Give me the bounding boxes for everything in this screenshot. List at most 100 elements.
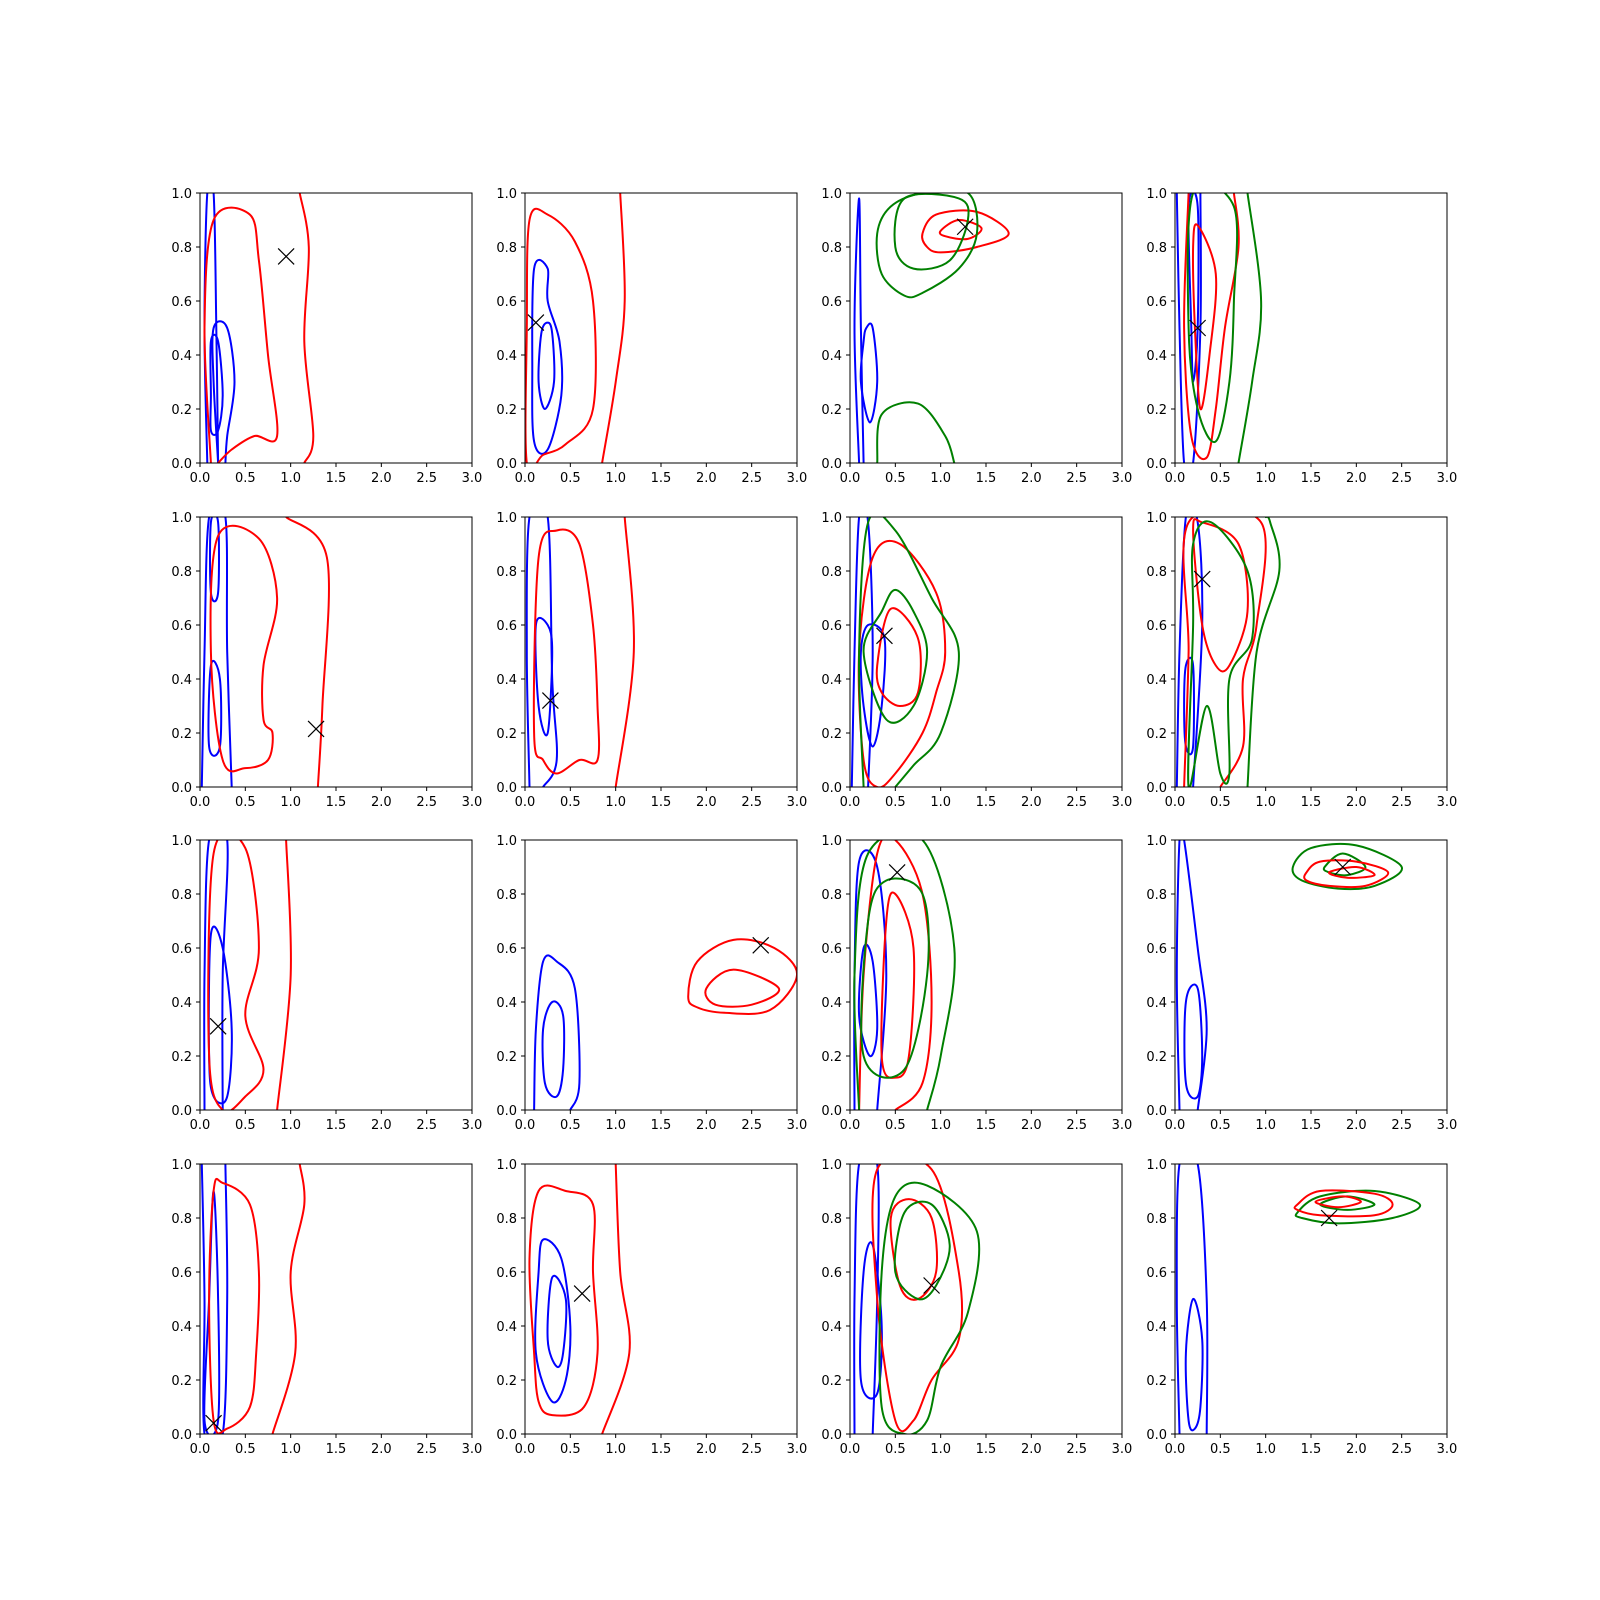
x-tick-label: 1.0 <box>930 795 951 810</box>
red-contour-line <box>209 524 279 773</box>
x-tick-label: 0.0 <box>190 1442 211 1457</box>
x-tick-label: 0.0 <box>1165 471 1186 486</box>
x-tick-label: 0.5 <box>235 1118 256 1133</box>
x-tick-label: 2.0 <box>1021 1118 1042 1133</box>
x-tick-label: 2.0 <box>1346 471 1367 486</box>
y-tick-label: 0.6 <box>496 295 517 310</box>
x-marker <box>205 1414 223 1432</box>
y-tick-label: 0.8 <box>821 888 842 903</box>
y-tick-label: 1.0 <box>496 1158 517 1173</box>
y-tick-label: 0.2 <box>821 1050 842 1065</box>
contour-group <box>203 840 292 1110</box>
contour-group <box>200 1164 306 1434</box>
y-tick-label: 1.0 <box>171 1158 192 1173</box>
contour-group <box>853 1164 981 1434</box>
x-tick-label: 1.0 <box>605 1118 626 1133</box>
blue-contour-line <box>1175 517 1204 787</box>
red-contour-line <box>1314 1195 1362 1209</box>
x-tick-label: 2.0 <box>371 1118 392 1133</box>
y-tick-label: 0.8 <box>1146 1212 1167 1227</box>
x-tick-label: 1.0 <box>280 795 301 810</box>
x-marker <box>1334 858 1352 876</box>
blue-contour-line <box>1175 193 1202 463</box>
contour-group <box>200 517 330 787</box>
red-contour-line <box>207 840 265 1110</box>
red-contour-line <box>601 193 626 463</box>
red-contour-line <box>528 1184 599 1417</box>
x-marker <box>956 218 974 236</box>
y-tick-label: 0.0 <box>821 1104 842 1119</box>
x-tick-label: 1.5 <box>1301 471 1322 486</box>
contour-group <box>853 193 1010 463</box>
subplot-3-1: 0.0 0.5 1.0 1.5 2.0 2.5 3.0 0.0 0.2 0.4 0.6 0.8 1.0 <box>171 834 483 1133</box>
y-tick-label: 0.4 <box>171 1320 192 1335</box>
y-tick-label: 0.0 <box>171 457 192 472</box>
red-contour-line <box>208 1177 261 1434</box>
blue-contour-line <box>850 517 874 787</box>
x-tick-label: 1.0 <box>605 1442 626 1457</box>
x-tick-label: 2.5 <box>741 471 762 486</box>
x-tick-label: 0.5 <box>1210 471 1231 486</box>
red-contour-line <box>271 1164 306 1434</box>
x-marker <box>1193 570 1211 588</box>
x-tick-label: 1.5 <box>976 795 997 810</box>
x-tick-label: 0.5 <box>235 471 256 486</box>
x-tick-label: 3.0 <box>462 471 483 486</box>
y-tick-label: 0.8 <box>171 888 192 903</box>
y-tick-label: 0.2 <box>1146 403 1167 418</box>
y-tick-label: 0.6 <box>821 1266 842 1281</box>
x-tick-label: 2.5 <box>416 1442 437 1457</box>
x-tick-label: 2.0 <box>1021 471 1042 486</box>
y-tick-label: 0.8 <box>821 241 842 256</box>
x-tick-label: 1.5 <box>326 1118 347 1133</box>
y-tick-label: 0.4 <box>821 996 842 1011</box>
x-tick-label: 1.0 <box>1255 795 1276 810</box>
y-tick-label: 1.0 <box>1146 511 1167 526</box>
blue-contour-line <box>859 623 887 748</box>
x-tick-label: 0.5 <box>885 1118 906 1133</box>
x-tick-label: 1.0 <box>280 471 301 486</box>
y-tick-label: 0.6 <box>171 1266 192 1281</box>
x-tick-label: 2.0 <box>371 1442 392 1457</box>
subplot-4-3: 0.0 0.5 1.0 1.5 2.0 2.5 3.0 0.0 0.2 0.4 0.6 0.8 1.0 <box>821 1158 1132 1457</box>
x-tick-label: 3.0 <box>787 1442 808 1457</box>
x-tick-label: 2.0 <box>1346 1118 1367 1133</box>
y-tick-label: 0.0 <box>1146 1104 1167 1119</box>
red-contour-line <box>285 517 330 787</box>
red-contour-line <box>1328 865 1376 879</box>
y-tick-label: 0.6 <box>1146 942 1167 957</box>
x-tick-label: 3.0 <box>787 795 808 810</box>
red-contour-line <box>532 528 601 775</box>
contour-group <box>1175 840 1403 1110</box>
y-tick-label: 1.0 <box>171 187 192 202</box>
x-tick-label: 3.0 <box>1112 795 1133 810</box>
y-tick-label: 0.8 <box>496 241 517 256</box>
contour-group <box>1175 1164 1422 1434</box>
y-tick-label: 1.0 <box>821 834 842 849</box>
x-tick-label: 3.0 <box>787 1118 808 1133</box>
x-tick-label: 3.0 <box>462 1118 483 1133</box>
x-marker <box>876 627 893 645</box>
x-tick-label: 2.5 <box>416 795 437 810</box>
y-tick-label: 0.2 <box>171 1050 192 1065</box>
x-tick-label: 0.0 <box>190 795 211 810</box>
y-tick-label: 0.6 <box>1146 619 1167 634</box>
x-tick-label: 1.0 <box>1255 1118 1276 1133</box>
y-tick-label: 0.2 <box>1146 727 1167 742</box>
x-tick-label: 1.5 <box>651 1118 672 1133</box>
x-tick-label: 1.5 <box>651 471 672 486</box>
y-tick-label: 0.0 <box>496 781 517 796</box>
y-tick-label: 0.4 <box>496 1320 517 1335</box>
x-tick-label: 2.0 <box>696 471 717 486</box>
y-tick-label: 0.4 <box>1146 1320 1167 1335</box>
red-contour-line <box>857 539 947 787</box>
y-tick-label: 0.2 <box>171 1374 192 1389</box>
blue-contour-line <box>200 1164 229 1434</box>
green-contour-line <box>1246 517 1281 787</box>
y-tick-label: 0.2 <box>496 727 517 742</box>
blue-contour-line <box>541 1000 566 1099</box>
x-tick-label: 1.5 <box>976 1442 997 1457</box>
subplot-3-3: 0.0 0.5 1.0 1.5 2.0 2.5 3.0 0.0 0.2 0.4 0.6 0.8 1.0 <box>821 834 1132 1133</box>
y-tick-label: 0.0 <box>1146 781 1167 796</box>
